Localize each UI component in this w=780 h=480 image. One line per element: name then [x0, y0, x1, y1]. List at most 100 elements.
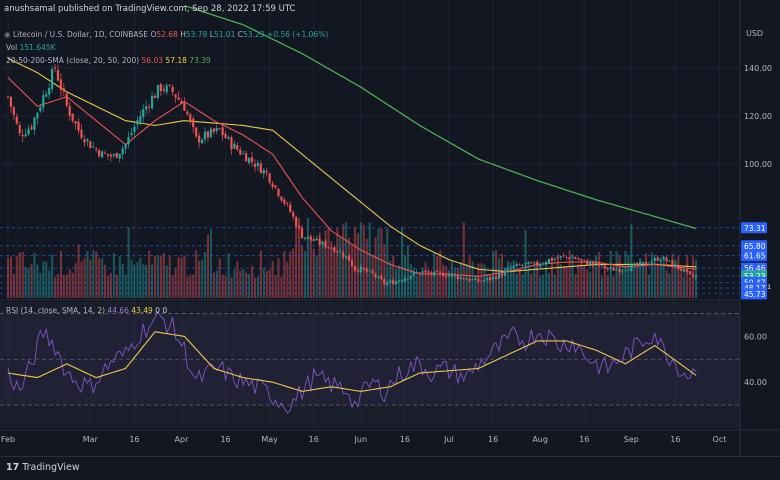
- candle: [345, 256, 348, 259]
- volume-bar: [133, 264, 136, 298]
- open-value: 52.68: [156, 30, 178, 39]
- candle-body: [450, 274, 454, 277]
- volume-bar: [521, 274, 524, 298]
- candle: [150, 91, 154, 110]
- candle: [239, 146, 242, 156]
- sma20-layer: [7, 77, 697, 277]
- candle: [262, 168, 265, 179]
- candle-body: [430, 272, 433, 275]
- candle: [480, 280, 483, 282]
- volume-bar: [201, 259, 204, 298]
- candle-body: [133, 126, 136, 133]
- volume-bar: [95, 251, 98, 298]
- candle-body: [594, 262, 598, 264]
- volume-bar: [309, 234, 312, 298]
- candle-body: [36, 112, 39, 119]
- candle: [21, 129, 24, 143]
- volume-bar: [539, 276, 542, 298]
- volume-bar: [148, 250, 151, 298]
- volume-bar: [289, 251, 292, 298]
- volume-bar: [412, 267, 415, 298]
- symbol-legend: ◉ Litecoin / U.S. Dollar, 1D, COINBASE O…: [4, 30, 328, 39]
- volume-bar: [597, 252, 601, 298]
- time-tick-label: 16: [670, 435, 680, 444]
- candle: [203, 126, 207, 144]
- candle-body: [268, 173, 271, 183]
- candle: [133, 121, 136, 138]
- candle-body: [12, 107, 15, 115]
- candle: [171, 84, 174, 96]
- volume-bar: [298, 218, 301, 298]
- candle-body: [218, 128, 221, 130]
- eye-icon[interactable]: ◉: [4, 30, 11, 39]
- rsi-tick-label: 40.00: [744, 378, 767, 387]
- candle: [439, 270, 442, 276]
- volume-bar: [242, 269, 245, 298]
- candle: [680, 266, 683, 273]
- candle: [577, 256, 580, 261]
- volume-bar: [647, 274, 651, 298]
- rsi-value: 44.66: [107, 306, 129, 315]
- candle: [574, 256, 577, 260]
- candle: [339, 248, 342, 253]
- candle-body: [621, 270, 624, 272]
- candle-body: [106, 153, 110, 156]
- candle-body: [483, 279, 486, 282]
- candle: [453, 274, 456, 278]
- volume-bar: [568, 250, 571, 298]
- candle: [524, 263, 527, 267]
- candle: [256, 159, 259, 171]
- candle: [674, 261, 677, 268]
- candle-body: [6, 96, 10, 98]
- candle-body: [297, 226, 301, 228]
- candle: [309, 236, 312, 243]
- candle-body: [630, 264, 633, 272]
- volume-bar: [359, 222, 362, 298]
- volume-bar: [559, 264, 562, 298]
- price-level-badge: [741, 240, 767, 252]
- volume-bar: [683, 276, 686, 298]
- candle: [56, 64, 60, 82]
- volume-bar: [92, 250, 95, 298]
- time-tick-label: 16: [400, 435, 410, 444]
- volume-bar: [174, 268, 177, 298]
- volume-label: Vol: [6, 43, 18, 52]
- candle-body: [247, 157, 251, 164]
- candle-body: [124, 144, 127, 149]
- candle: [45, 90, 48, 98]
- candle-body: [494, 277, 498, 279]
- candle: [139, 110, 142, 126]
- rsi-legend: RSI (14, close, SMA, 14, 2) 44.66 43.49 …: [6, 306, 167, 315]
- volume-legend: Vol 151.645K: [6, 43, 56, 52]
- candle-body: [103, 152, 107, 154]
- candle-body: [142, 109, 145, 118]
- candle: [418, 271, 421, 274]
- volume-bar: [104, 264, 107, 298]
- candle-body: [171, 86, 174, 93]
- volume-bar: [159, 255, 162, 298]
- sma-label: 20-50-200-SMA (close, 20, 50, 200): [6, 56, 140, 65]
- candle: [30, 123, 33, 131]
- volume-bar: [421, 268, 424, 298]
- candle: [641, 262, 645, 267]
- candle: [427, 268, 430, 276]
- volume-bar: [89, 259, 92, 298]
- candle: [389, 278, 392, 284]
- candle: [277, 187, 280, 198]
- volume-bar: [674, 259, 677, 298]
- price-level-label: 56.46: [744, 264, 766, 273]
- candle-body: [394, 281, 398, 285]
- volume-bar: [42, 261, 45, 298]
- volume-bar: [659, 259, 662, 298]
- volume-bar: [665, 270, 668, 298]
- tradingview-logo[interactable]: 17 TradingView: [6, 462, 80, 473]
- candle: [500, 271, 504, 278]
- candle-body: [392, 280, 395, 285]
- candle: [221, 122, 224, 141]
- candle-body: [512, 265, 515, 269]
- candle-body: [59, 79, 63, 91]
- candle: [400, 279, 404, 283]
- volume-bar: [189, 274, 192, 298]
